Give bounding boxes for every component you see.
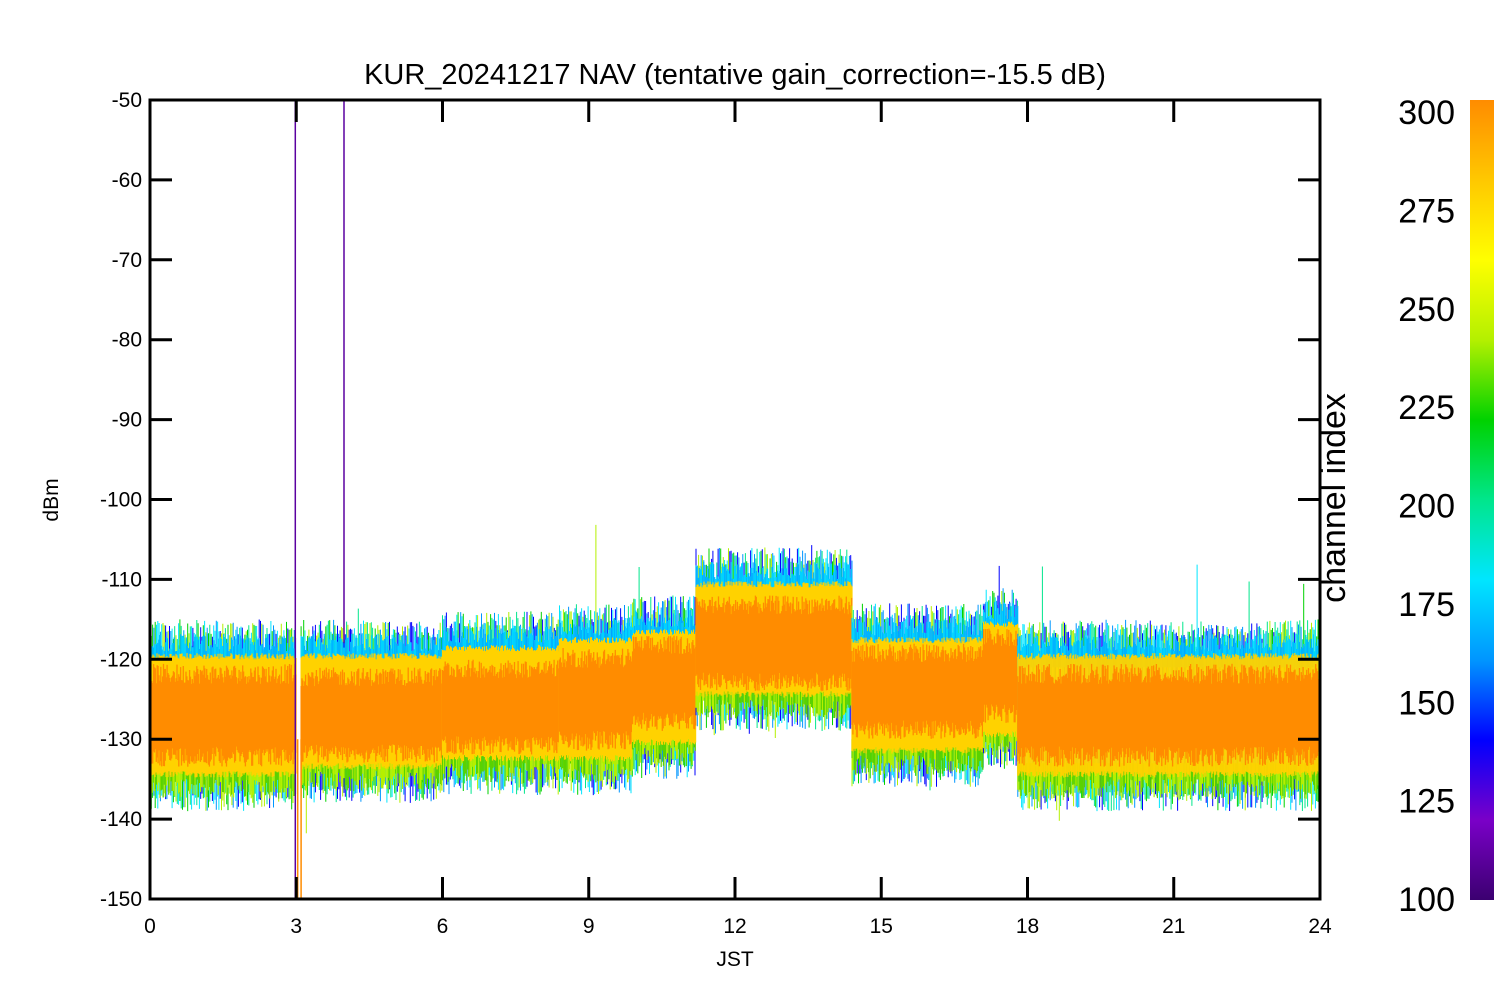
series-segment xyxy=(150,619,297,812)
series-segment xyxy=(982,565,1019,769)
series-segment xyxy=(441,611,561,795)
series-segment xyxy=(558,524,634,796)
series-segment xyxy=(631,567,697,779)
data-layer xyxy=(150,100,1320,899)
series-segment xyxy=(1017,564,1320,821)
series-segment xyxy=(851,603,985,791)
series-segment xyxy=(695,545,853,738)
series-segment xyxy=(300,608,444,834)
chart-title: KUR_20241217 NAV (tentative gain_correct… xyxy=(364,59,1106,91)
